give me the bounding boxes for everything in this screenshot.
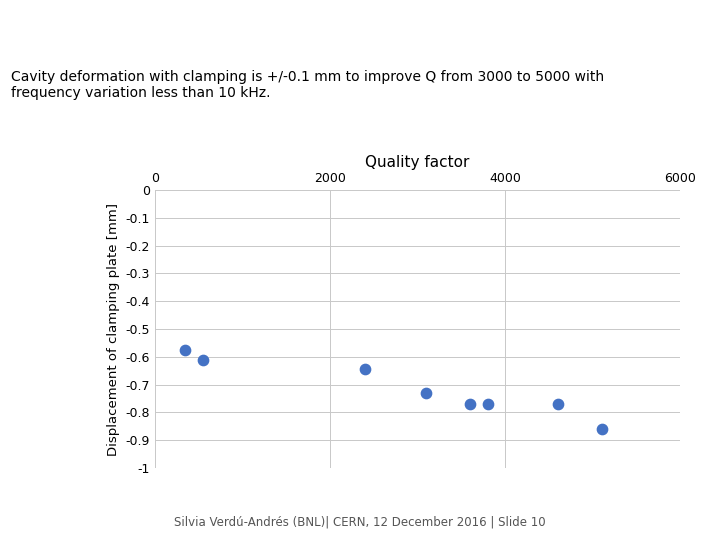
X-axis label: Quality factor: Quality factor xyxy=(366,154,469,170)
Y-axis label: Displacement of clamping plate [mm]: Displacement of clamping plate [mm] xyxy=(107,202,120,456)
Point xyxy=(197,355,209,364)
Point xyxy=(464,400,476,408)
Point xyxy=(595,425,607,434)
Point xyxy=(552,400,564,408)
Text: Deformation of cavity with clamping: Deformation of cavity with clamping xyxy=(13,21,382,39)
Text: Cavity deformation with clamping is +/-0.1 mm to improve Q from 3000 to 5000 wit: Cavity deformation with clamping is +/-0… xyxy=(11,70,604,100)
Text: Silvia Verdú-Andrés (BNL)| CERN, 12 December 2016 | Slide 10: Silvia Verdú-Andrés (BNL)| CERN, 12 Dece… xyxy=(174,516,546,529)
Point xyxy=(359,365,371,374)
Point xyxy=(180,346,192,354)
Point xyxy=(420,389,432,397)
Point xyxy=(482,400,493,408)
